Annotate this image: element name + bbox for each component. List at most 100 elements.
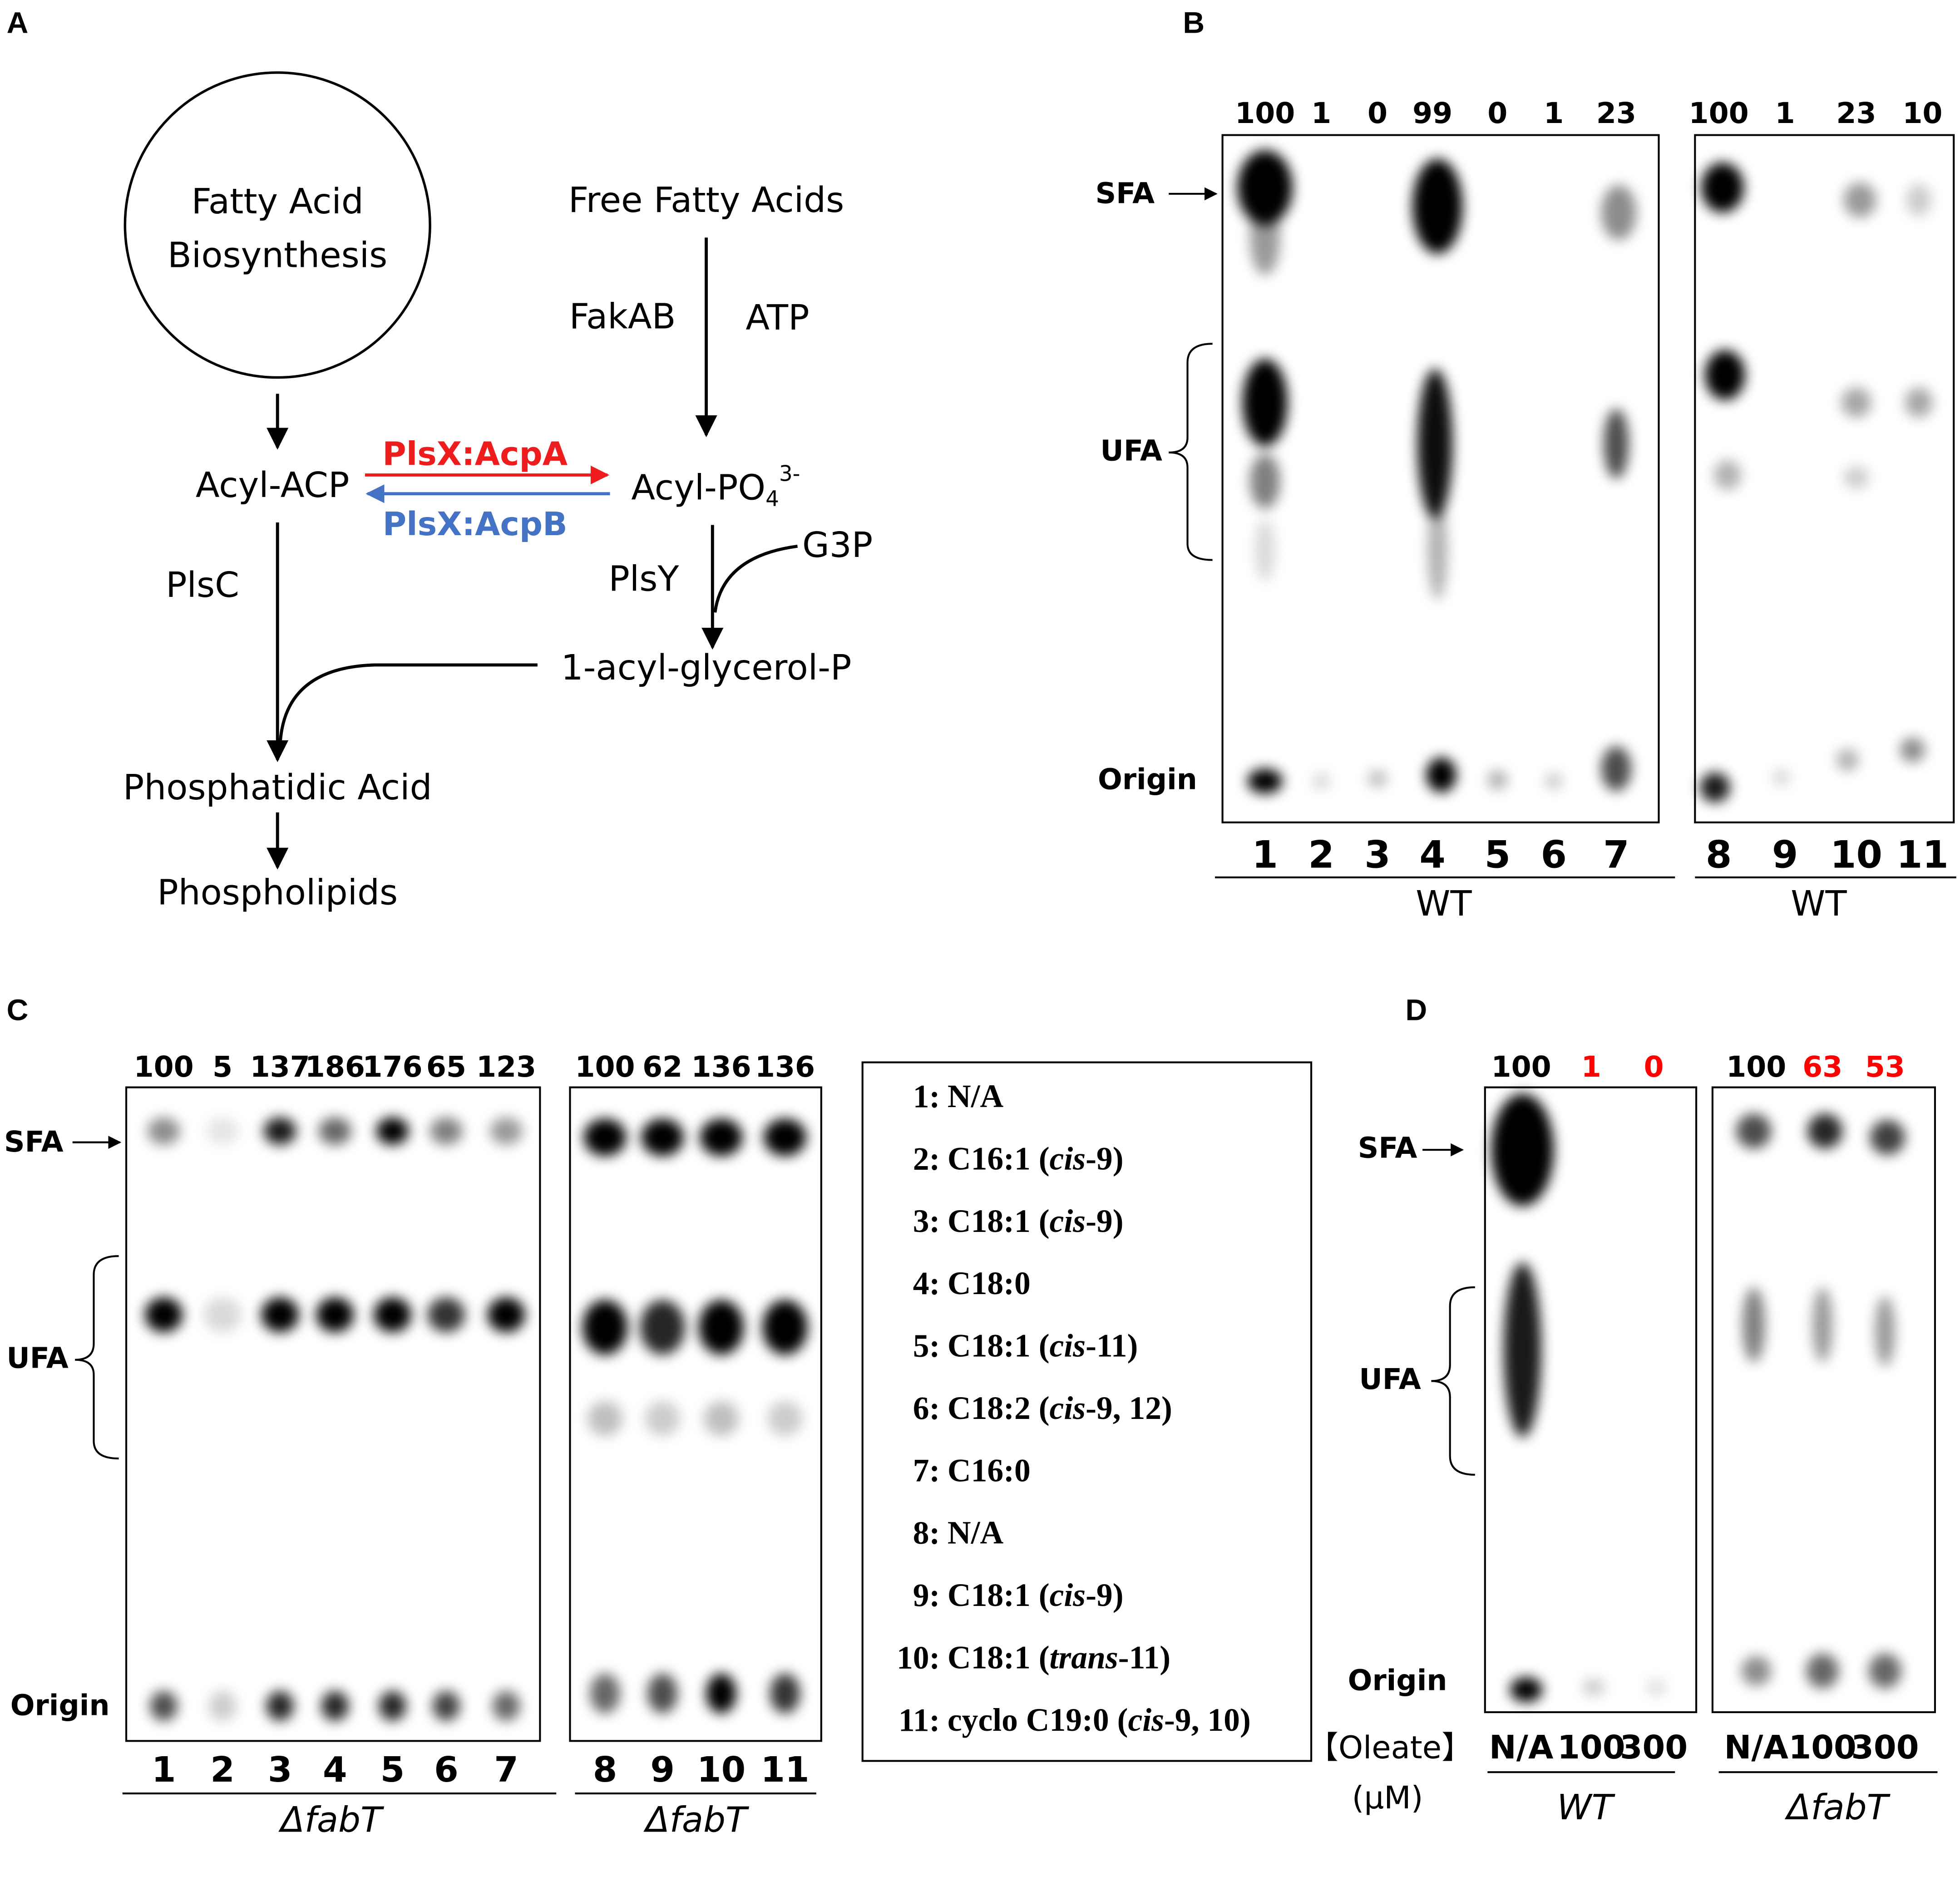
- gel-spot: [1741, 1656, 1772, 1686]
- lane-number: 6: [434, 1749, 459, 1790]
- lane-number: 7: [1603, 833, 1629, 877]
- gel-spot: [1367, 770, 1388, 788]
- node-label: Free Fatty Acids: [568, 180, 844, 221]
- legend-text: N/A: [948, 1515, 1004, 1551]
- condition-label: N/A: [1724, 1728, 1789, 1766]
- legend-number: 10:: [897, 1640, 940, 1676]
- condition-label: N/A: [1489, 1728, 1554, 1766]
- node-label: Phospholipids: [157, 872, 398, 913]
- gel-spot: [492, 1691, 520, 1721]
- intensity-label: 0: [1487, 96, 1507, 130]
- gel-spot: [432, 1691, 460, 1721]
- legend-text: C18:1 (: [948, 1328, 1050, 1364]
- gel-spot: [487, 1297, 525, 1333]
- legend-text: C18:1 (: [948, 1203, 1050, 1239]
- panel-label: D: [1406, 994, 1427, 1027]
- node-label: Acyl-PO43-: [631, 462, 800, 511]
- gel-spot: [700, 1118, 743, 1156]
- gel-spot: [1705, 350, 1745, 400]
- legend-entry: C18:0: [948, 1266, 1031, 1302]
- marker-label: SFA: [4, 1125, 64, 1158]
- merge-curve: [278, 663, 538, 748]
- legend-text: -11): [1118, 1640, 1170, 1676]
- gel-spot: [770, 1673, 800, 1714]
- lane-number: 2: [1308, 833, 1334, 877]
- legend-text: C18:2 (: [948, 1390, 1050, 1426]
- gel-spot: [1807, 1113, 1843, 1149]
- node-label: Fatty Acid: [192, 181, 364, 222]
- marker-label: SFA: [1096, 176, 1155, 210]
- gel-spot: [208, 1691, 237, 1721]
- strain-label: WT: [1557, 1787, 1615, 1828]
- gel-spot: [1701, 163, 1744, 213]
- intensity-label: 176: [362, 1050, 422, 1083]
- enzyme-label: PlsY: [608, 558, 679, 599]
- strain-label: ΔfabT: [643, 1799, 750, 1840]
- gel-spot: [316, 1297, 354, 1333]
- gel-spot: [1601, 185, 1636, 240]
- gel-spot: [1247, 768, 1283, 794]
- label-text: Acyl-PO: [631, 467, 765, 508]
- legend-number: 2:: [913, 1141, 940, 1177]
- pathway-shapes: [123, 71, 798, 870]
- gel-spot: [1582, 1678, 1605, 1696]
- intensity-label: 53: [1865, 1050, 1905, 1083]
- strain-label: WT: [1791, 883, 1847, 924]
- legend-number: 4:: [913, 1266, 940, 1302]
- node-label: Biosynthesis: [168, 235, 387, 276]
- axis-label: 【Oleate】: [1307, 1730, 1473, 1766]
- condition-label: 100: [1557, 1728, 1625, 1766]
- legend-text: -9, 10): [1164, 1702, 1251, 1738]
- intensity-label: 1: [1775, 96, 1795, 130]
- intensity-label: 136: [691, 1050, 751, 1083]
- gel-spot: [319, 1117, 351, 1145]
- gel-spot: [374, 1297, 411, 1333]
- g3p-curve: [713, 544, 798, 613]
- gel-spot: [1905, 387, 1933, 418]
- marker-label: SFA: [1358, 1131, 1417, 1165]
- gel-spot: [321, 1691, 349, 1721]
- gel-spot: [427, 1297, 465, 1333]
- gel-spot: [699, 1300, 744, 1355]
- intensity-label: 100: [1491, 1050, 1551, 1083]
- gel-spot: [645, 1401, 680, 1436]
- intensity-label: 23: [1596, 96, 1636, 130]
- gel-spot: [1242, 359, 1288, 447]
- gel-spot: [587, 1401, 623, 1436]
- legend-text: N/A: [948, 1078, 1004, 1114]
- gel-spot: [1841, 387, 1871, 418]
- lane-number: 10: [697, 1749, 745, 1790]
- legend-italic: cis: [1128, 1702, 1164, 1738]
- gel-spot: [263, 1117, 296, 1145]
- gel-spot: [1843, 466, 1869, 489]
- condition-label: 300: [1851, 1728, 1919, 1766]
- legend-italic: cis: [1050, 1141, 1086, 1177]
- enzyme-label: PlsX:AcpB: [383, 505, 568, 543]
- lane-number: 2: [210, 1749, 235, 1790]
- lane-number: 9: [650, 1749, 675, 1790]
- gel-spot: [1836, 749, 1859, 771]
- intensity-label: 1: [1581, 1050, 1601, 1083]
- gel-spot: [1487, 770, 1508, 790]
- gel-spot: [762, 1300, 808, 1355]
- lane-number: 1: [1252, 833, 1278, 877]
- gel-spot: [1869, 1653, 1901, 1689]
- gel-spot: [764, 1118, 806, 1156]
- gel-spot: [704, 1401, 739, 1436]
- gel-spot: [1906, 183, 1931, 217]
- gel-spot: [430, 1117, 463, 1145]
- strain-label: ΔfabT: [278, 1799, 385, 1840]
- gel-spot: [1843, 182, 1876, 218]
- legend-entry: N/A: [948, 1078, 1004, 1114]
- gel-spot: [1713, 460, 1742, 490]
- gel-spot: [640, 1300, 685, 1355]
- legend-italic: cis: [1050, 1578, 1086, 1614]
- gel-spot: [767, 1401, 803, 1436]
- legend-entry: C18:1 (cis-9): [948, 1203, 1124, 1239]
- legend-entry: C16:0: [948, 1453, 1031, 1489]
- legend-number: 11:: [899, 1702, 940, 1738]
- gel-spot: [150, 1691, 178, 1721]
- legend-text: cyclo C19:0 (: [948, 1702, 1128, 1738]
- legend-number: 3:: [913, 1203, 940, 1239]
